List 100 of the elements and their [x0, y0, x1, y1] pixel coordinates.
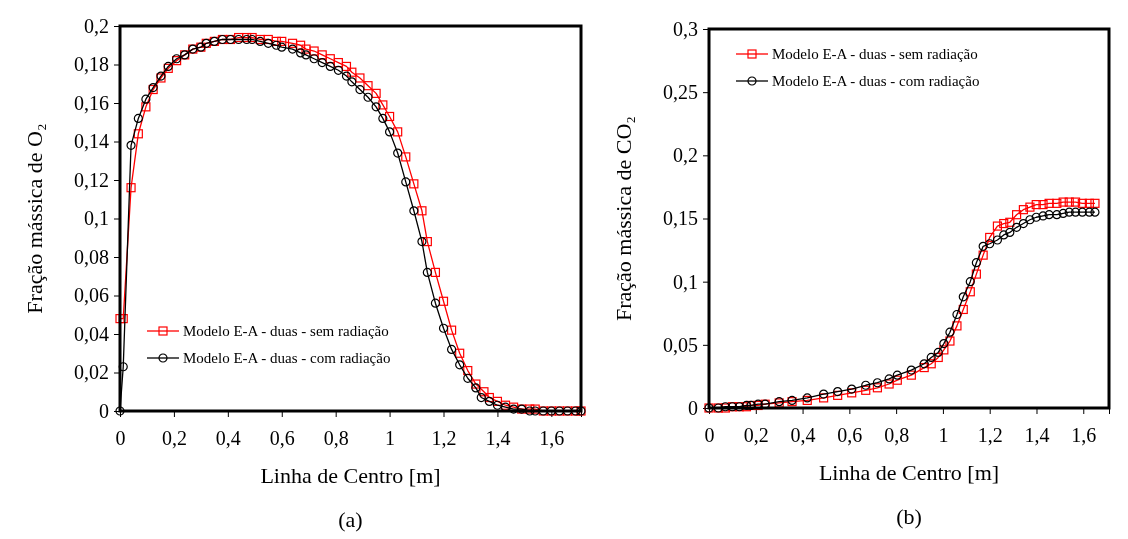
- point: [958, 304, 968, 315]
- point: [833, 386, 843, 397]
- point: [933, 347, 943, 358]
- x-tick-label: 0,2: [743, 424, 769, 447]
- point: [1031, 200, 1041, 210]
- point: [1077, 198, 1087, 208]
- point: [939, 345, 949, 355]
- point: [992, 221, 1003, 231]
- point: [1018, 218, 1028, 229]
- point: [945, 336, 955, 346]
- x-tick-label: 0: [115, 427, 126, 450]
- point: [861, 380, 871, 390]
- point: [999, 230, 1009, 240]
- legend-label: Modelo E-A - duas - sem radiação: [183, 323, 389, 339]
- point: [1052, 198, 1062, 208]
- point: [985, 232, 995, 243]
- y-tick-label: 0,2: [84, 14, 109, 37]
- point: [1077, 207, 1087, 217]
- x-tick-label: 1,6: [1071, 424, 1097, 447]
- point: [992, 235, 1003, 245]
- x-tick-label: 1,6: [539, 427, 565, 450]
- point: [926, 352, 936, 363]
- point: [1025, 202, 1035, 212]
- x-tick-label: 1,4: [485, 427, 511, 450]
- y-tick-label: 0,14: [74, 130, 109, 153]
- y-tick-label: 0,1: [673, 270, 698, 293]
- point: [971, 258, 981, 268]
- x-tick-label: 0,4: [790, 424, 816, 447]
- point: [1018, 205, 1028, 215]
- point: [1052, 210, 1062, 220]
- y-tick-label: 0,04: [74, 322, 109, 345]
- point: [958, 292, 968, 302]
- legend-label: Modelo E-A - duas - sem radiação: [772, 46, 978, 62]
- x-tick-label: 0: [704, 424, 715, 447]
- point: [861, 385, 871, 395]
- point: [919, 362, 929, 373]
- y-tick-label: 0,16: [74, 91, 109, 114]
- x-tick-label: 1: [385, 427, 396, 450]
- point: [1044, 198, 1054, 208]
- point: [1012, 222, 1022, 232]
- y-tick-label: 0,2: [673, 144, 698, 167]
- y-tick-label: 0,08: [74, 245, 109, 268]
- point: [999, 218, 1009, 229]
- point: [939, 338, 949, 349]
- point: [906, 370, 916, 380]
- point: [1038, 200, 1048, 210]
- point: [965, 277, 975, 287]
- point: [952, 309, 962, 320]
- y-tick-label: 0,3: [673, 17, 698, 40]
- y-tick-label: 0,06: [74, 284, 109, 307]
- y-axis-title: Fração mássica de CO₂: [611, 116, 636, 321]
- point: [1058, 208, 1068, 219]
- point: [1038, 211, 1048, 221]
- point: [952, 321, 962, 331]
- point: [1064, 197, 1074, 207]
- point: [971, 269, 981, 279]
- y-tick-label: 0,05: [663, 333, 698, 356]
- x-axis-title: Linha de Centro [m]: [260, 463, 441, 488]
- point: [819, 393, 829, 403]
- y-tick-label: 0,25: [663, 81, 698, 104]
- point: [945, 327, 955, 337]
- point: [906, 365, 916, 375]
- point: [1070, 207, 1081, 217]
- point: [1090, 207, 1100, 217]
- y-tick-label: 0,1: [84, 207, 109, 230]
- x-tick-label: 0,8: [323, 427, 349, 450]
- point: [872, 383, 883, 393]
- y-tick-label: 0: [688, 396, 698, 419]
- point: [872, 378, 883, 388]
- point: [1012, 210, 1022, 220]
- text: (a): [338, 507, 363, 532]
- point: [1025, 215, 1035, 225]
- y-tick-label: 0,02: [74, 361, 109, 384]
- point: [884, 379, 894, 389]
- point: [1005, 227, 1015, 237]
- x-tick-label: 0,4: [215, 427, 241, 450]
- point: [985, 239, 995, 249]
- point: [1044, 210, 1054, 220]
- legend-label: Modelo E-A - duas - com radiação: [183, 350, 391, 366]
- point: [1058, 197, 1068, 207]
- x-tick-label: 1,4: [1024, 424, 1050, 447]
- point: [1070, 197, 1081, 207]
- point: [1084, 207, 1094, 217]
- point: [847, 384, 857, 394]
- legend-label: Modelo E-A - duas - com radiação: [772, 73, 980, 89]
- point: [1084, 198, 1094, 208]
- point: [1005, 217, 1015, 227]
- x-tick-label: 1,2: [431, 427, 457, 450]
- y-tick-label: 0,15: [663, 207, 698, 230]
- y-tick-label: 0,18: [74, 53, 109, 76]
- x-axis-title: Linha de Centro [m]: [818, 460, 1000, 485]
- point: [1031, 212, 1041, 222]
- y-axis-title: Fração mássica de O₂: [22, 123, 47, 314]
- y-tick-label: 0: [99, 399, 109, 422]
- x-tick-label: 0,2: [161, 427, 187, 450]
- point: [892, 370, 902, 380]
- text: (b): [896, 504, 922, 529]
- point: [919, 359, 929, 369]
- y-tick-label: 0,12: [74, 168, 109, 191]
- point: [819, 389, 829, 399]
